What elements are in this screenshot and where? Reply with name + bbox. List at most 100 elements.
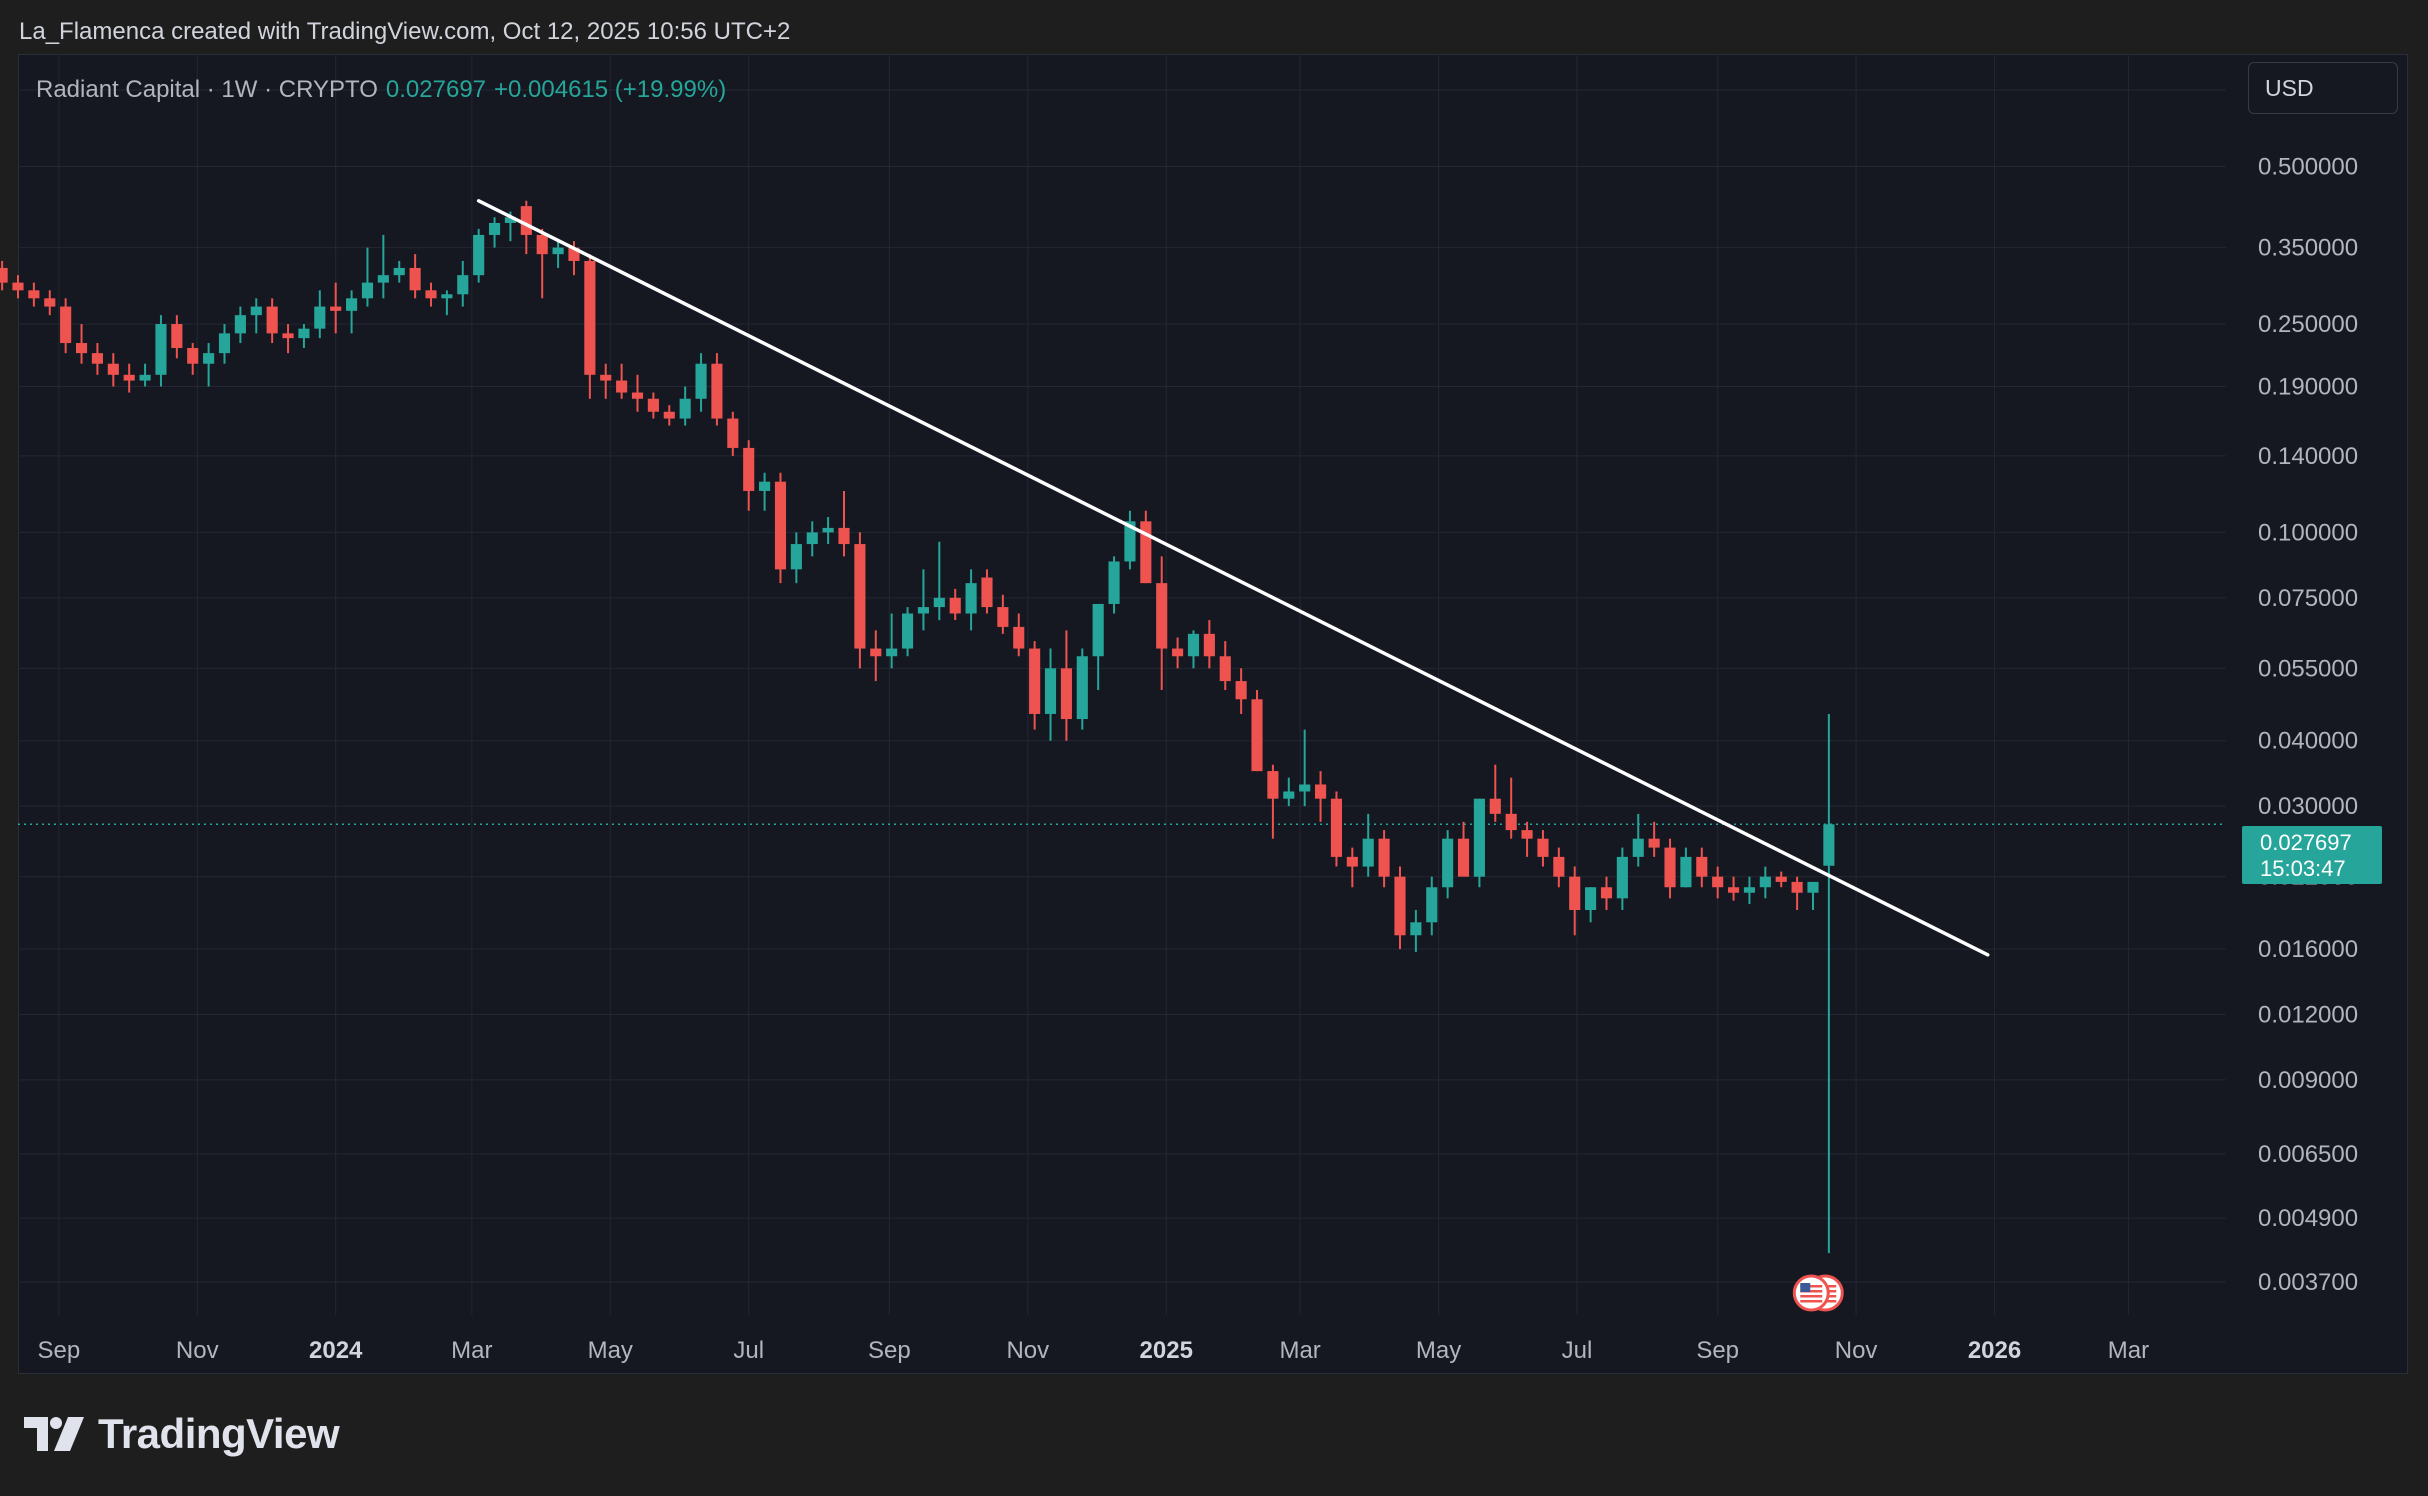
candle-body[interactable] — [1791, 881, 1803, 893]
candle-body[interactable] — [504, 217, 516, 223]
candle-body[interactable] — [361, 282, 374, 299]
trendline[interactable] — [476, 199, 1990, 957]
candle-body[interactable] — [75, 343, 88, 354]
candle-body[interactable] — [1124, 521, 1136, 562]
candle-body[interactable] — [409, 267, 421, 291]
candle-body[interactable] — [44, 298, 56, 307]
candle-body[interactable] — [234, 315, 246, 334]
candle-body[interactable] — [393, 267, 405, 276]
candle-body[interactable] — [1187, 633, 1200, 657]
candle-body[interactable] — [0, 267, 8, 283]
candle-body[interactable] — [377, 275, 389, 283]
candle-body[interactable] — [1728, 887, 1740, 893]
candle-body[interactable] — [806, 532, 818, 545]
candle-body[interactable] — [1680, 856, 1692, 888]
candle-body[interactable] — [91, 353, 103, 364]
candle-body[interactable] — [981, 577, 993, 608]
symbol-name[interactable]: Radiant Capital · 1W · CRYPTO — [36, 76, 378, 103]
candle-body[interactable] — [282, 333, 294, 339]
candle-body[interactable] — [1092, 603, 1104, 657]
candle-body[interactable] — [1696, 856, 1708, 877]
candle-body[interactable] — [663, 411, 675, 419]
candle-body[interactable] — [600, 374, 612, 381]
candle-body[interactable] — [1505, 813, 1517, 831]
candle-body[interactable] — [790, 544, 802, 570]
candle-body[interactable] — [1283, 791, 1295, 799]
candle-body[interactable] — [1759, 876, 1771, 888]
candle-body[interactable] — [1600, 887, 1613, 899]
candle-body[interactable] — [298, 328, 310, 339]
us-flag-icon[interactable] — [1792, 1274, 1830, 1312]
candle-body[interactable] — [727, 418, 739, 448]
candle-body[interactable] — [1664, 847, 1676, 888]
candle-body[interactable] — [1330, 798, 1343, 857]
candle-body[interactable] — [679, 398, 691, 419]
candle-body[interactable] — [631, 392, 644, 399]
candle-body[interactable] — [1521, 830, 1533, 839]
candle-body[interactable] — [886, 648, 898, 657]
candle-body[interactable] — [250, 306, 262, 316]
candle-body[interactable] — [838, 527, 850, 545]
candle-body[interactable] — [1044, 668, 1057, 714]
candle-body[interactable] — [1156, 583, 1168, 649]
candle-body[interactable] — [218, 333, 231, 354]
candle-body[interactable] — [123, 374, 135, 381]
candle-body[interactable] — [187, 348, 199, 364]
candle-body[interactable] — [568, 247, 580, 261]
candle-body[interactable] — [266, 306, 278, 334]
candle-body[interactable] — [473, 234, 485, 276]
candle-body[interactable] — [1140, 521, 1152, 584]
candle-body[interactable] — [774, 481, 787, 570]
candle-body[interactable] — [1473, 798, 1485, 877]
candle-body[interactable] — [1172, 648, 1184, 657]
candle-body[interactable] — [441, 294, 453, 299]
brand-footer[interactable]: TradingView — [24, 1410, 340, 1458]
candle-body[interactable] — [1426, 887, 1438, 923]
candle-body[interactable] — [1346, 856, 1358, 867]
candle-body[interactable] — [1315, 784, 1327, 799]
candle-body[interactable] — [1457, 838, 1470, 877]
candle-body[interactable] — [1537, 838, 1549, 857]
candle-body[interactable] — [1108, 561, 1120, 604]
candle-body[interactable] — [1489, 798, 1501, 814]
candle-body[interactable] — [1442, 838, 1454, 888]
candle-body[interactable] — [1648, 838, 1660, 848]
candle-body[interactable] — [1394, 876, 1406, 936]
candle-body[interactable] — [1251, 699, 1263, 772]
candle-body[interactable] — [60, 306, 72, 344]
candle-body[interactable] — [1712, 876, 1724, 888]
candle-body[interactable] — [425, 290, 437, 299]
candle-body[interactable] — [457, 275, 469, 295]
candle-body[interactable] — [1029, 648, 1041, 714]
candle-body[interactable] — [1378, 838, 1390, 877]
candle-body[interactable] — [12, 282, 24, 291]
candle-body[interactable] — [107, 363, 119, 375]
candle-body[interactable] — [1013, 626, 1025, 649]
candle-body[interactable] — [536, 234, 548, 255]
candle-body[interactable] — [901, 613, 914, 649]
candle-body[interactable] — [155, 324, 167, 375]
candle-body[interactable] — [203, 353, 215, 364]
candle-body[interactable] — [1743, 887, 1756, 893]
candle-body[interactable] — [1299, 784, 1311, 792]
candle-body[interactable] — [1235, 681, 1247, 700]
candle-body[interactable] — [933, 597, 945, 608]
candle-body[interactable] — [917, 607, 929, 614]
candle-body[interactable] — [1585, 887, 1597, 910]
candle-body[interactable] — [1632, 838, 1644, 857]
candle-body[interactable] — [743, 447, 755, 491]
candle-body[interactable] — [488, 222, 501, 235]
candle-body[interactable] — [139, 374, 151, 381]
candle-body[interactable] — [759, 481, 771, 491]
candle-body[interactable] — [997, 607, 1009, 627]
candle-body[interactable] — [552, 247, 564, 255]
candle-body[interactable] — [965, 583, 977, 614]
candle-body[interactable] — [1410, 922, 1422, 936]
candle-body[interactable] — [870, 648, 882, 657]
candle-body[interactable] — [1267, 771, 1279, 799]
candle-body[interactable] — [520, 206, 532, 235]
candle-body[interactable] — [616, 380, 628, 393]
candle-body[interactable] — [695, 363, 707, 399]
candle-body[interactable] — [1616, 856, 1628, 899]
